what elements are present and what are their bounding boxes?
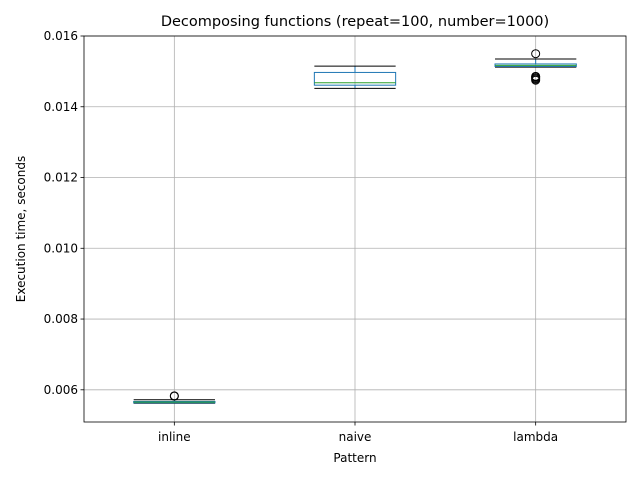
x-tick-label: lambda: [513, 430, 558, 444]
outlier-point: [531, 71, 541, 81]
chart-title: Decomposing functions (repeat=100, numbe…: [161, 14, 549, 30]
y-tick-label: 0.010: [44, 241, 78, 255]
box-body: [313, 71, 397, 86]
x-tick-label: naive: [339, 430, 372, 444]
x-tick-label: inline: [158, 430, 191, 444]
box-lambda: [494, 49, 577, 85]
ticks: 0.006 0.008 0.010 0.012 0.014 0.016 inline naiv…: [44, 29, 559, 444]
y-tick-label: 0.012: [44, 171, 78, 185]
x-axis-title: Pattern: [333, 451, 376, 465]
box-inline: [133, 391, 216, 404]
y-tick-label: 0.016: [44, 29, 78, 43]
y-tick-label: 0.008: [44, 312, 78, 326]
outlier-point: [169, 391, 179, 401]
box-naive: [313, 65, 397, 89]
outlier-point: [531, 49, 541, 59]
y-axis-title: Execution time, seconds: [14, 156, 28, 303]
boxes: [133, 49, 577, 404]
y-tick-label: 0.006: [44, 383, 78, 397]
y-tick-label: 0.014: [44, 100, 78, 114]
